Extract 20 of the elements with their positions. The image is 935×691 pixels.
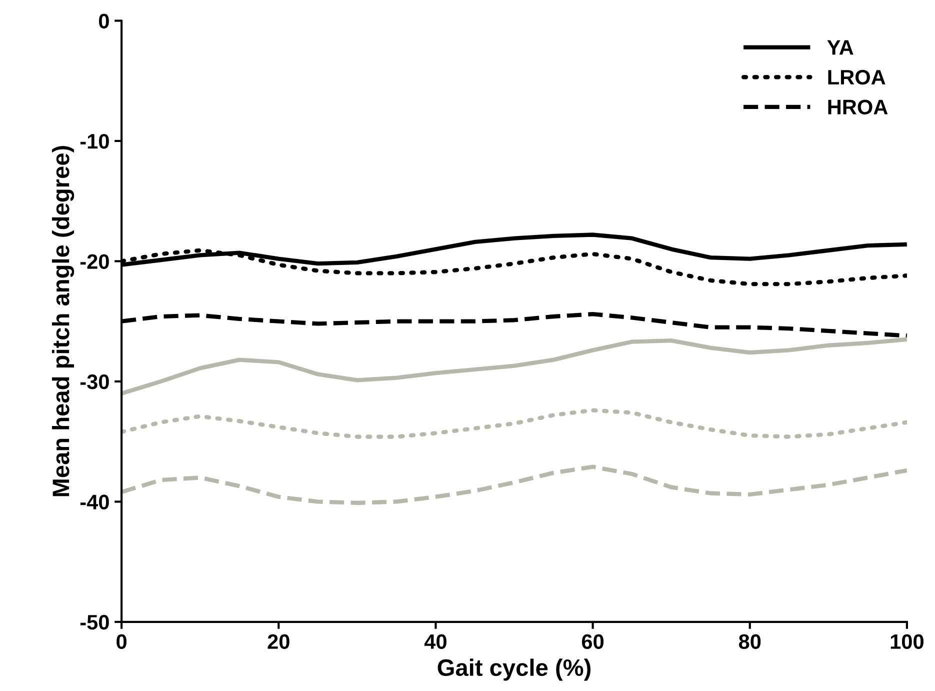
legend-label: LROA [828,70,886,85]
y-tick-label: -10 [80,134,109,149]
y-tick-label: -40 [80,494,109,510]
x-tick-label: 20 [268,634,290,650]
y-tick-label: 0 [98,14,109,28]
y-axis-title: Mean head pitch angle (degree) [52,146,74,496]
x-tick-label: 0 [116,634,126,650]
legend-label: YA [827,40,854,55]
x-axis-title: Gait cycle (%) [438,658,591,681]
x-tick-label: 40 [424,634,446,650]
y-tick-label: -30 [80,374,109,390]
line-series [122,337,907,396]
x-tick-label: 100 [890,634,924,650]
line-series [122,408,907,439]
line-series [122,464,907,505]
y-tick-label: -50 [80,614,109,630]
x-tick-label: 60 [582,634,604,650]
legend-label: HROA [828,100,888,114]
y-tick-label: -20 [80,254,109,269]
x-tick-label: 80 [738,634,761,650]
